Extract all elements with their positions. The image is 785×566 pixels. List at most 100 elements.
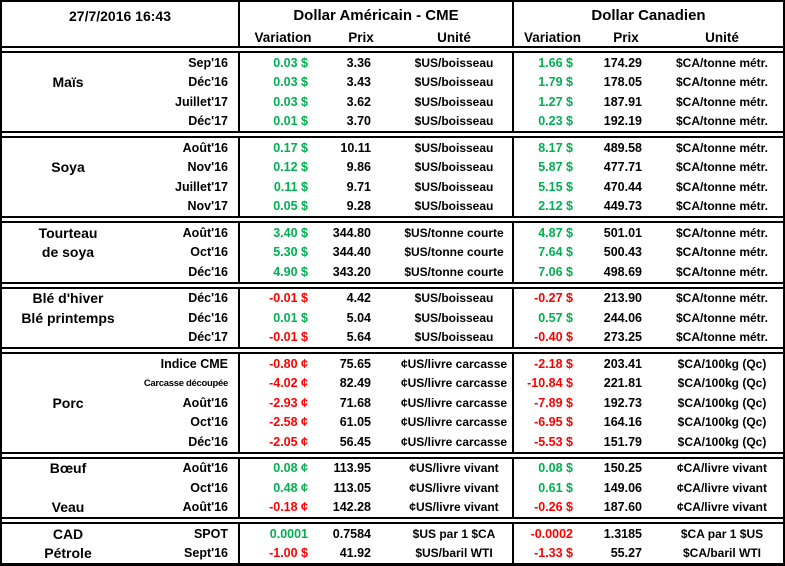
ca-unit-label: $CA/tonne métr.: [675, 55, 768, 70]
commodity-name: CAD: [52, 525, 84, 542]
ca-variation-value: 1.27 $: [538, 94, 573, 109]
row-label: Juillet'17: [134, 92, 240, 112]
ca-price-value: 187.60: [603, 500, 642, 515]
ca-unit-label: $CA/100kg (Qc): [677, 395, 767, 410]
ca-unit-label: ¢CA/livre vivant: [676, 480, 768, 495]
row-label: Sept'16: [134, 543, 240, 563]
us-variation-value: -4.02 ¢: [269, 376, 308, 391]
ca-variation-value: 4.87 $: [538, 225, 573, 240]
table-row: Déc'16 4.90 $ 343.20 $US/tonne courte 7.06 $…: [2, 262, 783, 282]
us-unit-label: ¢US/livre carcasse: [396, 373, 514, 393]
table-row: Maïs Déc'16 0.03 $ 3.43 $US/boisseau 1.79 $ 17…: [2, 72, 783, 92]
row-label: Déc'16: [134, 288, 240, 308]
table-row: CAD SPOT 0.0001 0.7584 $US par 1 $CA -0.0002 1…: [2, 524, 783, 544]
us-variation-value: 0.01 $: [273, 310, 308, 325]
commodity-name: [2, 177, 134, 197]
us-price-value: 0.7584: [332, 526, 371, 541]
table-row: Carcasse découpée -4.02 ¢ 82.49 ¢US/livre c…: [2, 373, 783, 394]
ca-variation-value: 5.15 $: [538, 179, 573, 194]
ca-price-value: 501.01: [603, 225, 642, 240]
us-unit-label: ¢US/livre vivant: [396, 458, 514, 478]
us-variation-value: 5.30 $: [273, 245, 308, 260]
row-label: Carcasse découpée: [134, 373, 240, 393]
ca-price-value: 489.58: [603, 140, 642, 155]
header-spacer: [2, 29, 240, 46]
us-variation-value: 0.0001: [269, 526, 308, 541]
us-unit-label: $US/boisseau: [396, 53, 514, 73]
us-variation-value: -0.18 ¢: [269, 500, 308, 515]
report-timestamp: 27/7/2016 16:43: [2, 2, 240, 29]
row-label: Déc'16: [134, 308, 240, 328]
table-row: Nov'17 0.05 $ 9.28 $US/boisseau 2.12 $ 449.73…: [2, 196, 783, 216]
ca-price-value: 164.16: [603, 415, 642, 430]
us-price-value: 9.86: [346, 160, 371, 175]
table-row: Indice CME -0.80 ¢ 75.65 ¢US/livre carcasse…: [2, 354, 783, 374]
cad-variation-column-header: Variation: [523, 30, 582, 45]
us-unit-label: $US/boisseau: [396, 177, 514, 197]
section-boeuf-veau: Bœuf Août'16 0.08 ¢ 113.95 ¢US/livre vivant 0…: [2, 456, 783, 519]
us-unit-label: $US/boisseau: [396, 196, 514, 216]
us-unit-label: $US/boisseau: [396, 157, 514, 177]
commodity-name: Pétrole: [44, 545, 92, 562]
row-label: Août'16: [134, 138, 240, 158]
ca-price-value: 187.91: [603, 94, 642, 109]
ca-price-value: 55.27: [610, 546, 642, 561]
ca-variation-value: 0.08 $: [538, 461, 573, 476]
us-unit-label: $US/boisseau: [396, 111, 514, 131]
row-label: Août'16: [134, 393, 240, 413]
commodity-name: [2, 92, 134, 112]
us-variation-value: 0.08 ¢: [273, 461, 308, 476]
table-row: Veau Août'16 -0.18 ¢ 142.28 ¢US/livre vivant…: [2, 497, 783, 517]
us-unit-label: $US/boisseau: [396, 92, 514, 112]
ca-unit-label: $CA/tonne métr.: [675, 179, 768, 194]
ca-unit-label: $CA/tonne métr.: [675, 75, 768, 90]
ca-price-value: 244.06: [603, 310, 642, 325]
ca-variation-value: 0.57 $: [538, 310, 573, 325]
ca-unit-label: $CA/tonne métr.: [675, 140, 768, 155]
us-price-value: 3.62: [346, 94, 371, 109]
ca-variation-value: -2.18 $: [534, 356, 573, 371]
us-price-value: 61.05: [339, 415, 371, 430]
row-label: Déc'16: [134, 432, 240, 452]
section-mais: Sep'16 0.03 $ 3.36 $US/boisseau 1.66 $ 174.29…: [2, 51, 783, 133]
us-unit-label: $US/boisseau: [396, 327, 514, 347]
ca-price-value: 192.19: [603, 114, 642, 129]
row-label: Oct'16: [134, 478, 240, 498]
us-unit-label: ¢US/livre carcasse: [396, 393, 514, 413]
table-row: Blé d'hiver Déc'16 -0.01 $ 4.42 $US/boisseau…: [2, 288, 783, 308]
us-unit-label: ¢US/livre vivant: [396, 497, 514, 517]
row-label: Oct'16: [134, 242, 240, 262]
cad-unit-column-header: Unité: [705, 30, 739, 45]
ca-price-value: 149.06: [603, 480, 642, 495]
us-price-value: 75.65: [339, 356, 371, 371]
commodity-name: Maïs: [52, 74, 84, 91]
cad-price-column-header: Prix: [613, 30, 639, 45]
ca-price-value: 273.25: [603, 330, 642, 345]
ca-variation-value: -0.40 $: [534, 330, 573, 345]
row-label: Indice CME: [134, 354, 240, 374]
ca-variation-value: 5.87 $: [538, 160, 573, 175]
us-price-value: 41.92: [339, 546, 371, 561]
ca-unit-label: $CA/tonne métr.: [675, 310, 768, 325]
table-header: 27/7/2016 16:43 Dollar Américain - CME D…: [2, 2, 783, 48]
row-label: SPOT: [134, 524, 240, 544]
ca-variation-value: 2.12 $: [538, 199, 573, 214]
row-label: Nov'17: [134, 196, 240, 216]
us-variation-value: -1.00 $: [269, 546, 308, 561]
ca-price-value: 174.29: [603, 55, 642, 70]
ca-price-value: 192.73: [603, 395, 642, 410]
commodity-name: [2, 374, 134, 394]
usd-variation-column-header: Variation: [254, 30, 312, 45]
row-label: Nov'16: [134, 157, 240, 177]
us-unit-label: $US/baril WTI: [396, 543, 514, 563]
us-price-value: 5.64: [346, 330, 371, 345]
ca-unit-label: $CA/baril WTI: [682, 546, 761, 561]
commodity-name: [2, 432, 134, 452]
table-row: Sep'16 0.03 $ 3.36 $US/boisseau 1.66 $ 174.29…: [2, 53, 783, 73]
commodity-name: Blé printemps: [21, 309, 115, 326]
ca-unit-label: ¢CA/livre vivant: [676, 461, 768, 476]
ca-price-value: 221.81: [603, 376, 642, 391]
ca-unit-label: $CA/tonne métr.: [675, 264, 768, 279]
commodity-name: Veau: [51, 499, 85, 516]
